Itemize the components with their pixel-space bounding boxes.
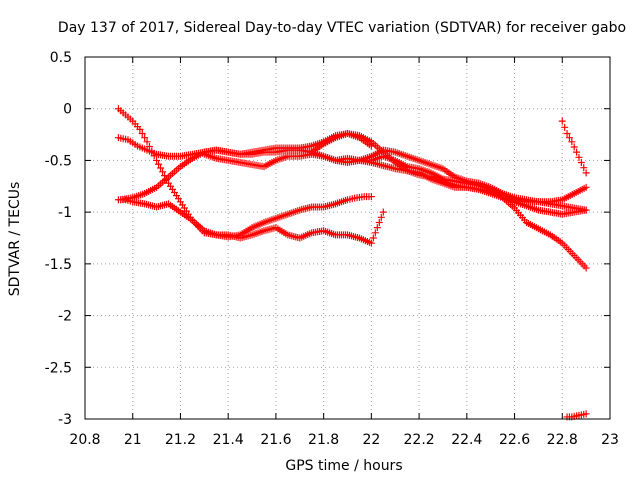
series-track-g — [355, 152, 590, 214]
data-point — [561, 123, 569, 131]
y-tick-label: -1 — [58, 205, 72, 221]
x-tick-label: 20.8 — [69, 432, 100, 448]
data-points — [114, 105, 590, 421]
y-tick-label: 0 — [63, 102, 72, 118]
data-point — [582, 183, 590, 191]
x-tick-label: 21.8 — [308, 432, 339, 448]
data-point — [563, 130, 571, 138]
data-point — [379, 208, 387, 216]
data-point — [582, 169, 590, 177]
x-tick-label: 22 — [362, 432, 380, 448]
data-point — [582, 264, 590, 272]
data-point — [155, 160, 163, 168]
x-tick-label: 22.4 — [451, 432, 482, 448]
x-tick-label: 21.2 — [165, 432, 196, 448]
data-point — [369, 234, 377, 242]
data-point — [580, 164, 588, 172]
x-tick-labels: 20.8 21 21.2 21.4 21.6 21.8 22 22.2 22.4 22.6 22.8… — [69, 432, 619, 448]
data-point — [570, 143, 578, 151]
x-tick-label: 23 — [601, 432, 619, 448]
data-point — [582, 206, 590, 214]
data-point — [143, 138, 151, 146]
x-tick-label: 21 — [124, 432, 142, 448]
x-tick-label: 22.2 — [404, 432, 435, 448]
x-tick-label: 22.8 — [547, 432, 578, 448]
data-point — [575, 153, 583, 161]
data-point — [558, 117, 566, 125]
y-tick-label: -0.5 — [45, 153, 72, 169]
grid-lines — [85, 57, 610, 419]
data-point — [573, 148, 581, 156]
data-point — [159, 168, 167, 176]
data-point — [153, 156, 161, 164]
data-point — [582, 410, 590, 418]
y-tick-labels: 0.5 0 -0.5 -1 -1.5 -2 -2.5 -3 — [45, 50, 72, 428]
y-axis-label: SDTVAR / TECUs — [7, 182, 23, 297]
x-axis-label: GPS time / hours — [285, 458, 402, 474]
data-point — [375, 218, 383, 226]
series-track-a — [114, 105, 375, 241]
data-point — [138, 130, 146, 138]
series-track-h — [558, 117, 590, 177]
x-tick-label: 21.6 — [260, 432, 291, 448]
data-point — [371, 229, 379, 237]
data-point — [367, 193, 375, 201]
data-point — [157, 164, 165, 172]
y-tick-label: -2 — [58, 309, 72, 325]
y-tick-label: -2.5 — [45, 360, 72, 376]
data-point — [577, 158, 585, 166]
y-tick-label: 0.5 — [50, 50, 72, 66]
y-tick-label: -1.5 — [45, 257, 72, 273]
data-point — [141, 134, 149, 142]
chart-title: Day 137 of 2017, Sidereal Day-to-day VTE… — [58, 20, 626, 36]
y-tick-label: -3 — [58, 412, 72, 428]
data-point — [565, 134, 573, 142]
data-point — [568, 138, 576, 146]
series-track-b — [114, 196, 387, 247]
data-point — [136, 125, 144, 133]
data-point — [377, 213, 385, 221]
data-point — [367, 239, 375, 247]
plot-frame — [84, 56, 611, 420]
data-point — [373, 224, 381, 232]
x-tick-label: 22.6 — [499, 432, 530, 448]
x-tick-label: 21.4 — [213, 432, 244, 448]
